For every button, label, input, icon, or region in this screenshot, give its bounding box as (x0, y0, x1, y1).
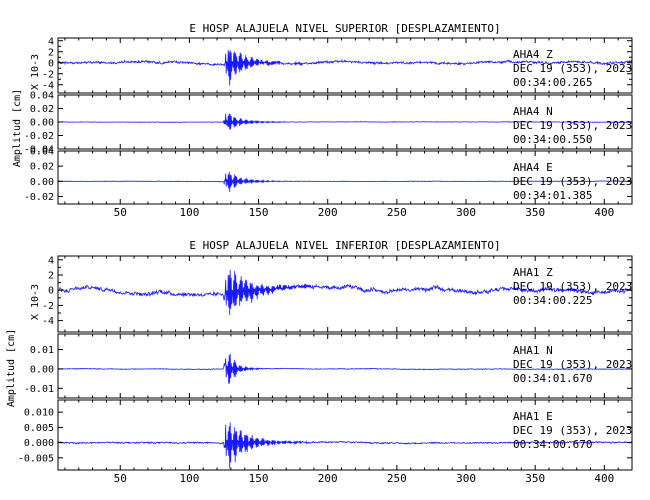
g0-p2-trace (58, 171, 633, 193)
upper-scale-note: X 10-3 (30, 54, 41, 90)
g0-p1-ytick-label: 0.04 (30, 91, 54, 102)
g0-p0-station: AHA4 Z (513, 48, 553, 61)
g1-xtick-label: 300 (456, 472, 476, 485)
g1-xtick-label: 250 (387, 472, 407, 485)
g1-p1-time: 00:34:01.670 (513, 372, 592, 385)
g0-p0-ytick-label: 0 (48, 58, 54, 69)
g1-p0-ytick-label: 0 (48, 286, 54, 297)
g1-xtick-label: 100 (179, 472, 199, 485)
g0-p1-station: AHA4 N (513, 105, 553, 118)
g0-p1-ytick-label: 0.02 (30, 104, 54, 115)
g0-p1-trace (57, 113, 632, 130)
g1-p1-trace (57, 353, 633, 384)
g0-xtick-label: 350 (525, 206, 545, 219)
g1-p0-ytick-label: -2 (42, 301, 54, 312)
g0-p2-station: AHA4 E (513, 161, 553, 174)
g0-p1-time: 00:34:00.550 (513, 133, 592, 146)
upper-group-title: E HOSP ALAJUELA NIVEL SUPERIOR [DESPLAZA… (189, 22, 500, 35)
g1-p0-frame (57, 255, 633, 333)
g1-p2-station: AHA1 E (513, 410, 553, 423)
g1-p0-time: 00:34:00.225 (513, 294, 592, 307)
g1-xtick-label: 200 (318, 472, 338, 485)
g0-p0-ytick-label: -4 (42, 80, 54, 91)
g0-p2-ytick-label: 0.02 (30, 162, 54, 173)
g0-p2-date: DEC 19 (353), 2023 (513, 175, 632, 188)
g0-p0-date: DEC 19 (353), 2023 (513, 62, 632, 75)
g0-p2-ytick-label: 0.04 (30, 147, 54, 158)
g1-p1-ytick-label: -0.01 (24, 384, 54, 395)
g1-p1-date: DEC 19 (353), 2023 (513, 358, 632, 371)
g1-p2-date: DEC 19 (353), 2023 (513, 424, 632, 437)
g0-p2-frame (57, 150, 633, 205)
g0-xtick-label: 300 (456, 206, 476, 219)
g0-p1-ytick-label: -0.04 (24, 145, 54, 156)
g1-p1-station: AHA1 N (513, 344, 553, 357)
g0-p1-ytick-label: 0.00 (30, 118, 54, 129)
lower-ylabel: Amplitud [cm] (6, 329, 17, 407)
lower-scale-note: X 10-3 (30, 284, 41, 320)
g1-p2-ytick-label: 0.005 (24, 423, 54, 434)
g0-p2-ytick-label: 0.00 (30, 177, 54, 188)
g0-xtick-label: 100 (179, 206, 199, 219)
g1-p0-trace (57, 269, 633, 316)
g1-p1-ytick-label: 0.00 (30, 364, 54, 375)
g1-p0-station: AHA1 Z (513, 266, 553, 279)
g0-xtick-label: 400 (594, 206, 614, 219)
g1-p2-trace (57, 422, 633, 469)
g0-xtick-label: 250 (387, 206, 407, 219)
g0-xtick-label: 200 (318, 206, 338, 219)
g0-p1-date: DEC 19 (353), 2023 (513, 119, 632, 132)
g1-p0-ytick-label: 4 (48, 255, 54, 266)
g0-p1-ytick-label: -0.02 (24, 131, 54, 142)
g1-p2-ytick-label: 0.010 (24, 408, 54, 419)
g0-p0-time: 00:34:00.265 (513, 76, 592, 89)
g0-p2-ytick-label: -0.02 (24, 192, 54, 203)
g0-p0-ytick-label: 2 (48, 47, 54, 58)
g1-xtick-label: 350 (525, 472, 545, 485)
g1-p2-frame (57, 399, 633, 471)
g1-p2-time: 00:34:00.670 (513, 438, 592, 451)
g0-p0-trace (57, 49, 633, 86)
g1-xtick-label: 400 (594, 472, 614, 485)
g1-p2-ytick-label: -0.005 (18, 453, 54, 464)
g1-p0-date: DEC 19 (353), 2023 (513, 280, 632, 293)
g1-p1-ytick-label: 0.01 (30, 345, 54, 356)
g0-p0-ytick-label: 4 (48, 36, 54, 47)
g0-p2-time: 00:34:01.385 (513, 189, 592, 202)
g1-xtick-label: 50 (114, 472, 127, 485)
g1-p2-ytick-label: 0.000 (24, 438, 54, 449)
upper-ylabel: Amplitud [cm] (12, 89, 23, 167)
g0-p0-ytick-label: -2 (42, 69, 54, 80)
g1-p0-ytick-label: -4 (42, 316, 54, 327)
g0-xtick-label: 50 (114, 206, 127, 219)
g1-xtick-label: 150 (249, 472, 269, 485)
lower-group-title: E HOSP ALAJUELA NIVEL INFERIOR [DESPLAZA… (189, 239, 500, 252)
g0-xtick-label: 150 (249, 206, 269, 219)
g0-p0-frame (57, 37, 633, 94)
g1-p1-frame (57, 333, 633, 399)
g1-p0-ytick-label: 2 (48, 271, 54, 282)
